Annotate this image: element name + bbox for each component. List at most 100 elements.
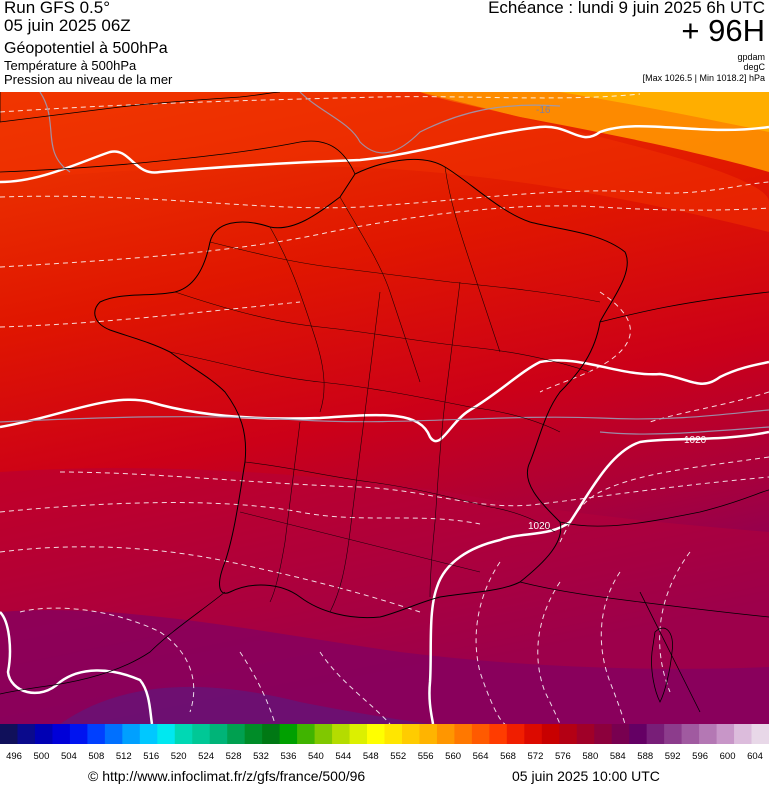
scale-label: 532 [253,751,269,762]
scale-swatch [454,724,473,744]
scale-label: 556 [418,751,434,762]
scale-label: 508 [88,751,104,762]
scale-swatch [541,724,560,744]
scale-label: 584 [610,751,626,762]
copyright-link[interactable]: © http://www.infoclimat.fr/z/gfs/france/… [88,768,366,784]
scale-label: 576 [555,751,571,762]
scale-swatch [69,724,88,744]
band-red-north [0,92,769,232]
isotherms [0,92,769,435]
corsica [651,627,673,703]
scale-label: 564 [473,751,489,762]
scale-label: 540 [308,751,324,762]
scale-label: 520 [171,751,187,762]
scale-swatch [594,724,613,744]
scale-label: 516 [143,751,159,762]
scale-swatch [174,724,193,744]
scale-swatch [751,724,769,744]
scale-swatch [664,724,683,744]
scale-label: 528 [226,751,242,762]
scale-swatch [384,724,403,744]
scale-label: 580 [582,751,598,762]
scale-swatch [87,724,106,744]
scale-swatch [681,724,700,744]
scale-swatch [227,724,246,744]
scale-swatch [471,724,490,744]
lead-time: + 96H [681,13,765,48]
run-title: Run GFS 0.5° [4,0,111,17]
scale-swatch [524,724,543,744]
neighbour-borders [0,140,769,713]
unit-geopotential: gpdam [737,52,765,62]
scale-swatch [314,724,333,744]
scale-swatch [576,724,595,744]
scale-swatch [489,724,508,744]
scale-swatch [367,724,385,744]
isobar-label-east: 1020 [684,435,707,446]
scale-swatch [349,724,368,744]
scale-label: 604 [747,751,763,762]
scale-label: 544 [335,751,351,762]
scale-swatch [611,724,630,744]
color-scale: 496 500 504 508 512 516 520 524 528 532 536 540 544 5… [0,724,769,764]
scale-swatch [401,724,420,744]
scale-swatch [559,724,578,744]
scale-label: 572 [528,751,544,762]
forecast-valid-time: Echéance : lundi 9 juin 2025 6h UTC [488,0,765,17]
scale-label: 512 [116,751,132,762]
scale-swatch [629,724,648,744]
color-scale-svg: 496 500 504 508 512 516 520 524 528 532 536 540 544 5… [0,724,769,762]
department-borders [169,166,601,613]
scale-swatch [52,724,71,744]
scale-swatch [122,724,141,744]
scale-swatch [419,724,438,744]
isohypse-north [0,124,769,184]
band-violet-sw [60,686,430,724]
scale-swatch [699,724,718,744]
isotherm-label: -16 [536,105,551,116]
scale-swatch [34,724,53,744]
header: Run GFS 0.5° 05 juin 2025 06Z Géopotenti… [0,0,769,92]
scale-swatch [0,724,18,744]
scale-swatch [244,724,263,744]
scale-swatch [209,724,228,744]
isohypse-middle [0,359,769,443]
scale-label: 504 [61,751,77,762]
scale-swatch [157,724,176,744]
scale-label: 592 [665,751,681,762]
isohypse-southwest [0,611,154,724]
band-orange-light [560,92,769,132]
run-date: 05 juin 2025 06Z [4,16,131,35]
pressure-minmax: [Max 1026.5 | Min 1018.2] hPa [642,73,765,83]
scale-label: 548 [363,751,379,762]
isohypse-south [428,430,769,724]
scale-swatch [436,724,455,744]
unit-temperature: degC [743,62,765,72]
title-geopotential: Géopotentiel à 500hPa [4,40,168,57]
scale-label: 560 [445,751,461,762]
scale-label: 500 [34,751,50,762]
scale-swatch [297,724,316,744]
scale-label: 568 [500,751,516,762]
scale-swatch [262,724,281,744]
scale-swatch [139,724,158,744]
scale-swatch [734,724,753,744]
scale-swatch [506,724,525,744]
scale-label: 600 [720,751,736,762]
scale-label: 588 [637,751,653,762]
scale-swatch [716,724,735,744]
scale-swatch [192,724,211,744]
scale-swatch [279,724,298,744]
scale-swatch [17,724,36,744]
forecast-map: -16 1020 1020 [0,92,769,724]
france-outline [94,159,628,619]
scale-label: 496 [6,751,22,762]
scale-label: 524 [198,751,214,762]
title-pressure: Pression au niveau de la mer [4,72,173,87]
scale-swatch [104,724,123,744]
isobar-label-south: 1020 [528,521,551,532]
title-temperature: Température à 500hPa [4,58,137,73]
scale-label: 596 [692,751,708,762]
footer: © http://www.infoclimat.fr/z/gfs/france/… [0,764,769,786]
run-time: 05 juin 2025 10:00 UTC [512,768,660,784]
